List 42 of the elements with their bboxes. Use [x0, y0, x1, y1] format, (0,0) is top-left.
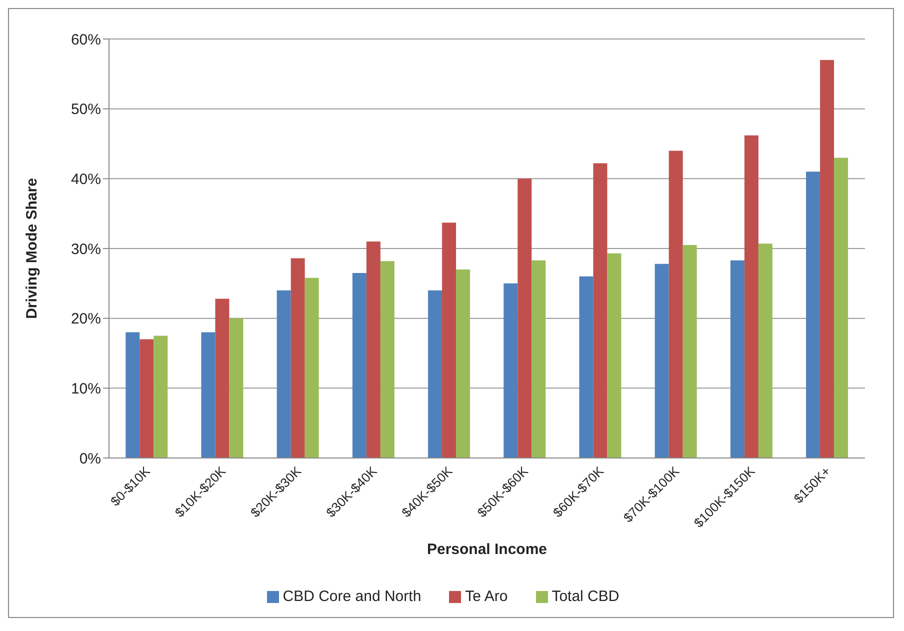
bar [290, 258, 305, 458]
bar [428, 290, 442, 458]
y-tick-label: 0% [79, 450, 101, 468]
bar [593, 163, 608, 458]
bar [215, 298, 230, 458]
bar [730, 260, 744, 458]
legend-label: CBD Core and North [282, 588, 422, 605]
bar [201, 332, 216, 458]
bar [579, 276, 594, 458]
bar [140, 339, 154, 458]
bar [744, 135, 758, 458]
bar [532, 260, 546, 458]
y-tick-label: 20% [70, 310, 101, 328]
bar [126, 332, 140, 458]
bar [758, 244, 772, 458]
bar [668, 150, 683, 458]
bar [380, 261, 394, 458]
bar [682, 245, 697, 458]
bar [518, 178, 532, 458]
legend-label: Te Aro [465, 588, 508, 605]
bar [366, 242, 380, 458]
bar [154, 336, 168, 458]
bar [820, 60, 834, 458]
bar [442, 222, 456, 458]
bar [276, 290, 291, 458]
bar [806, 172, 820, 458]
y-tick-label: 30% [70, 240, 101, 258]
bar [456, 269, 470, 458]
bar [304, 278, 319, 458]
bar [504, 283, 518, 458]
bar [352, 272, 366, 458]
y-tick-label: 10% [70, 380, 101, 398]
y-tick-label: 50% [70, 101, 101, 118]
y-axis-title: Driving Mode Share [23, 178, 40, 319]
y-tick-label: 60% [70, 31, 101, 48]
legend-label: Total CBD [552, 588, 620, 605]
bar [834, 158, 848, 458]
x-axis-title: Personal Income [426, 541, 548, 558]
y-tick-label: 40% [70, 170, 101, 188]
bar [607, 253, 622, 458]
bar [229, 318, 244, 458]
bar [654, 264, 669, 458]
